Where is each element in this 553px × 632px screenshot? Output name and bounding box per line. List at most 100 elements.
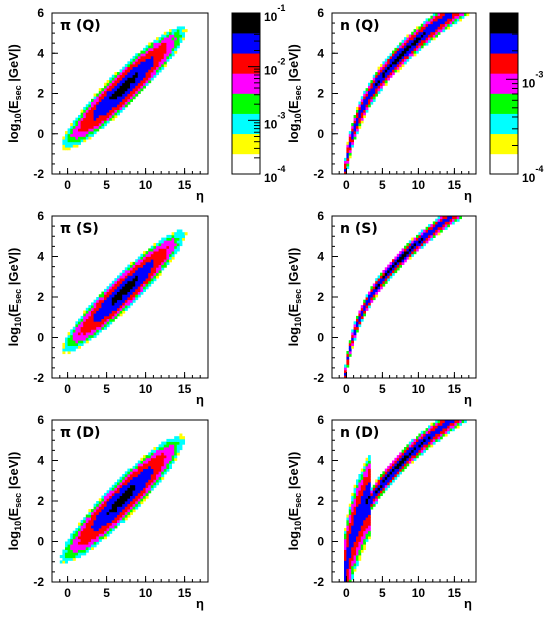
heatmap-cell [93,117,97,121]
y-tick-label: -2 [33,167,44,181]
heatmap-cell [132,495,136,499]
heatmap-cell [380,286,383,290]
heatmap-cell [114,525,118,529]
panel-label: n (D) [340,425,379,441]
heatmap-cell [351,125,354,129]
heatmap-cell [344,528,347,532]
heatmap-cell [351,571,354,575]
heatmap-cell [117,479,120,483]
heatmap-cell [70,123,74,127]
heatmap-cell [78,141,81,145]
heatmap-cell [98,294,102,298]
heatmap-cell [351,123,354,127]
heatmap-cell [163,243,167,247]
heatmap-cell [93,101,97,105]
heatmap-cell [117,511,120,515]
heatmap-cell [161,53,165,57]
heatmap-cell [145,476,149,480]
heatmap-cell [447,13,450,17]
heatmap-cell [67,147,71,151]
heatmap-cell [78,133,81,137]
heatmap-cell [428,234,431,238]
heatmap-cell [104,114,107,119]
heatmap-cell [158,42,162,46]
heatmap-cell [114,278,118,282]
heatmap-cell [174,452,178,456]
colorbar-band [232,133,260,155]
heatmap-cell [80,329,84,333]
heatmap-cell [124,63,128,68]
heatmap-cell [130,484,133,488]
heatmap-cell [346,149,350,153]
heatmap-cell [353,555,357,559]
heatmap-cell [91,538,94,542]
heatmap-cell [163,53,167,57]
heatmap-cell [153,474,157,478]
heatmap-cell [150,256,154,260]
heatmap-cell [368,85,371,89]
heatmap-cell [122,310,126,314]
heatmap-cell [392,58,395,62]
heatmap-cell [158,270,162,274]
heatmap-cell [182,26,185,30]
heatmap-cell [148,261,152,265]
heatmap-cell [96,104,100,108]
heatmap-cell [396,468,400,472]
heatmap-cell [360,313,364,317]
heatmap-cell [93,106,97,110]
heatmap-cell [114,88,118,92]
heatmap-cell [363,299,366,303]
heatmap-cell [143,278,146,282]
heatmap-cell [408,50,412,54]
colorbar-band [490,133,518,155]
heatmap-cell [135,53,139,57]
heatmap-cell [75,329,79,333]
heatmap-cell [111,104,115,108]
heatmap-cell [394,55,398,60]
heatmap-cell [130,80,133,84]
heatmap-cell [98,536,102,540]
heatmap-cell [452,15,455,19]
heatmap-cell [389,69,393,73]
heatmap-cell [459,422,462,426]
heatmap-cell [404,460,407,464]
heatmap-cell [372,484,376,488]
heatmap-cell [88,131,92,135]
heatmap-cell [365,528,369,532]
heatmap-cell [72,141,76,145]
heatmap-cell [420,34,424,38]
heatmap-cell [358,310,362,314]
heatmap-cell [119,297,123,301]
heatmap-cell [106,286,110,290]
heatmap-cell [363,533,366,537]
heatmap-cell [72,334,76,338]
heatmap-cell [65,342,68,346]
heatmap-cell [351,538,354,542]
heatmap-cell [423,232,426,236]
heatmap-cell [377,80,381,84]
heatmap-cell [358,538,362,542]
heatmap-cell [80,131,84,135]
heatmap-cell [101,88,105,92]
heatmap-cell [148,476,152,480]
heatmap-cell [127,291,131,295]
heatmap-cell [418,433,422,437]
heatmap-cell [408,444,412,448]
heatmap-cell [360,525,364,529]
heatmap-cell [416,50,419,54]
heatmap-cell [351,495,354,499]
heatmap-cell [80,544,84,548]
heatmap-cell [179,26,183,30]
heatmap-cell [346,568,350,572]
heatmap-cell [387,72,390,76]
heatmap-cell [130,509,133,513]
heatmap-cell [176,441,180,445]
heatmap-cell [174,251,178,255]
heatmap-cells [62,229,188,355]
heatmap-cell [111,291,115,295]
x-tick-label: 15 [178,586,192,600]
heatmap-cell [360,498,364,502]
heatmap-cell [153,447,157,451]
heatmap-cell [101,123,105,127]
